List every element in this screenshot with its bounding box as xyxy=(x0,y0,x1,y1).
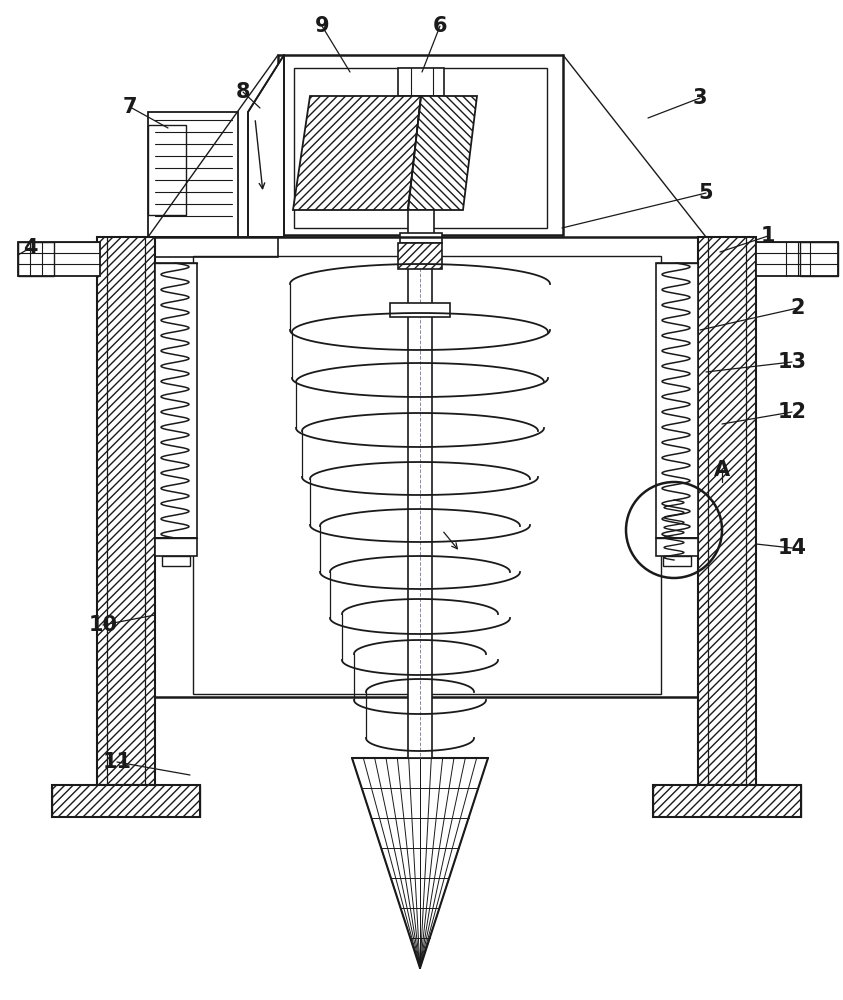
Bar xyxy=(408,210,434,238)
Text: 13: 13 xyxy=(777,352,807,372)
Text: 11: 11 xyxy=(103,752,132,772)
Text: 4: 4 xyxy=(23,238,37,258)
Text: 9: 9 xyxy=(314,16,330,36)
Bar xyxy=(155,263,197,538)
Bar xyxy=(148,125,186,215)
Bar xyxy=(148,237,706,697)
Text: 3: 3 xyxy=(693,88,707,108)
Bar xyxy=(800,242,838,276)
Bar xyxy=(18,242,54,276)
Text: 6: 6 xyxy=(432,16,448,36)
Bar xyxy=(162,556,190,566)
Text: 14: 14 xyxy=(777,538,807,558)
Bar xyxy=(398,243,442,269)
Text: 1: 1 xyxy=(760,226,776,246)
Bar xyxy=(294,68,547,228)
Bar xyxy=(698,237,756,785)
Bar xyxy=(97,237,155,785)
Text: 10: 10 xyxy=(89,615,117,635)
Text: 7: 7 xyxy=(123,97,137,117)
Bar xyxy=(398,68,444,96)
Text: 8: 8 xyxy=(236,82,250,102)
Bar xyxy=(193,256,661,694)
Bar xyxy=(756,242,838,276)
Bar xyxy=(408,268,432,758)
Bar xyxy=(390,303,450,317)
Polygon shape xyxy=(248,55,284,237)
Bar xyxy=(278,55,563,235)
Bar xyxy=(148,112,238,237)
Text: 5: 5 xyxy=(699,183,713,203)
Bar xyxy=(653,785,801,817)
Bar xyxy=(400,233,442,243)
Bar xyxy=(656,263,698,538)
Bar xyxy=(52,785,200,817)
Bar xyxy=(155,538,197,556)
Bar xyxy=(18,242,100,276)
Bar xyxy=(148,237,278,257)
Bar xyxy=(656,538,698,556)
Bar xyxy=(663,556,691,566)
Polygon shape xyxy=(408,96,477,210)
Polygon shape xyxy=(293,96,421,210)
Text: A: A xyxy=(714,460,730,480)
Text: 12: 12 xyxy=(777,402,807,422)
Text: 2: 2 xyxy=(791,298,805,318)
